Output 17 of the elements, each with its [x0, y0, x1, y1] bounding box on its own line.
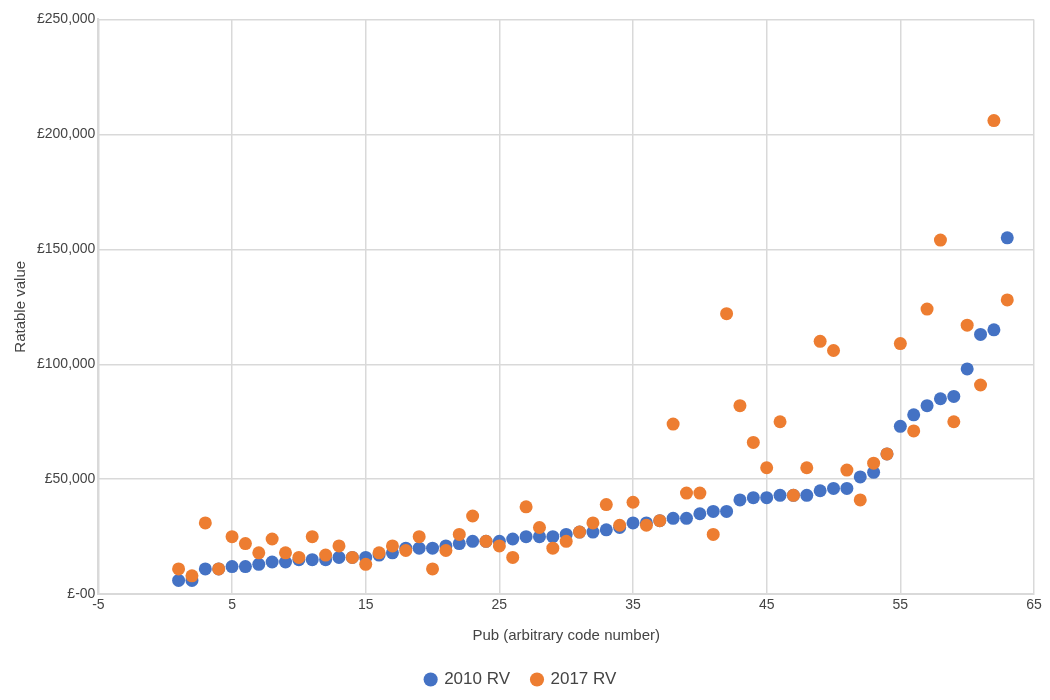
x-tick-label: 15	[357, 596, 374, 613]
y-tick-label: £200,000	[36, 125, 96, 142]
x-tick-label: 65	[1026, 596, 1042, 613]
y-tick-label: £-00	[67, 585, 96, 602]
y-tick-label: £250,000	[36, 10, 96, 27]
x-tick-label: 35	[625, 596, 642, 613]
y-tick-label: £50,000	[44, 470, 96, 487]
y-axis-title: Ratable value	[11, 260, 29, 353]
x-tick-label: 55	[892, 596, 909, 613]
x-axis-title: Pub (arbitrary code number)	[472, 626, 660, 644]
x-tick-label: 5	[228, 596, 237, 613]
legend-label: 2010 RV	[444, 669, 511, 689]
x-tick-label: 45	[758, 596, 775, 613]
y-tick-label: £100,000	[36, 355, 96, 372]
x-tick-label: 25	[491, 596, 508, 613]
legend-label: 2017 RV	[550, 669, 618, 689]
y-tick-label: £150,000	[36, 240, 96, 257]
